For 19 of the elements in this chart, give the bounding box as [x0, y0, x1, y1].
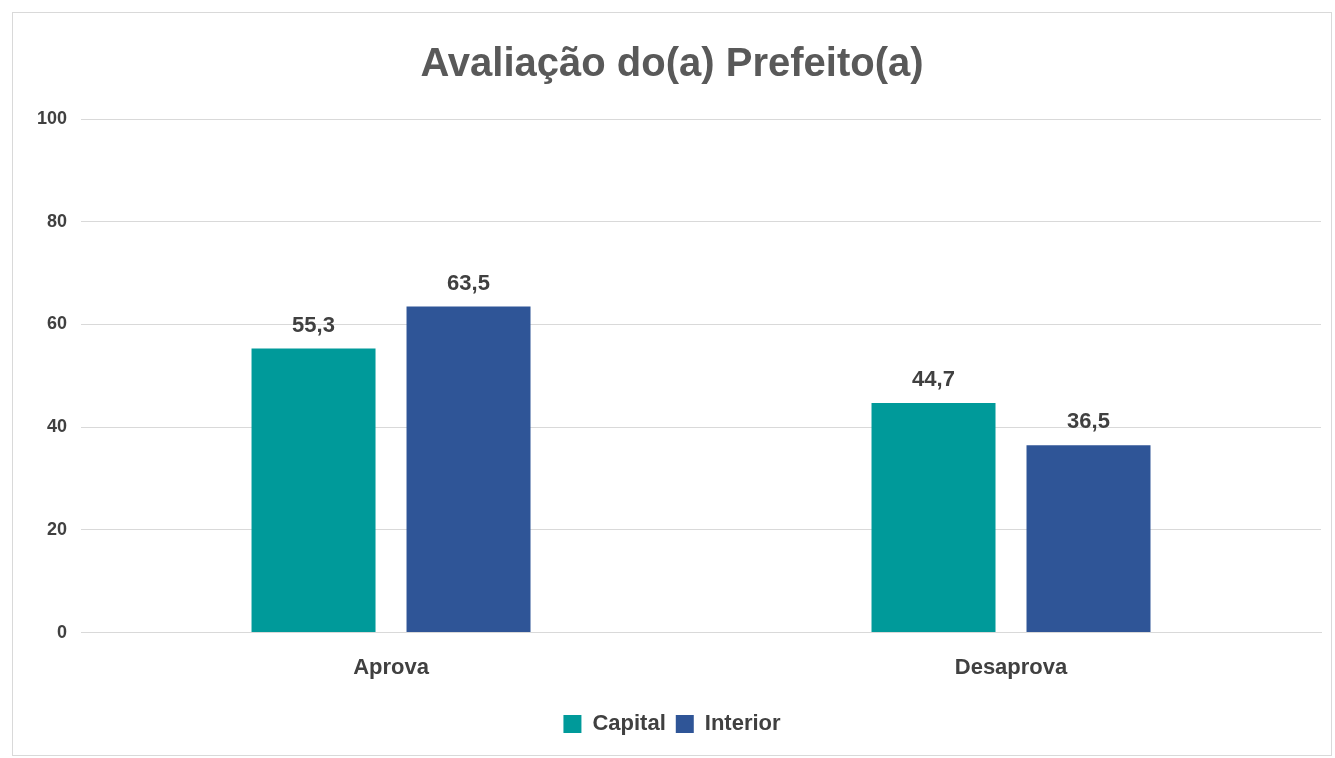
bar: [251, 348, 376, 633]
y-tick-label: 80: [47, 210, 68, 231]
bar: [406, 306, 531, 633]
data-label: 63,5: [447, 269, 490, 295]
data-label: 55,3: [292, 311, 335, 337]
y-tick-label: 20: [47, 518, 68, 539]
data-label: 36,5: [1067, 408, 1110, 434]
x-tick-label: Aprova: [353, 653, 430, 679]
bar: [1026, 445, 1151, 633]
y-tick-label: 0: [57, 621, 68, 642]
y-tick-label: 60: [47, 313, 68, 334]
legend-label: Capital: [592, 710, 666, 736]
bar: [871, 403, 996, 633]
legend-label: Interior: [704, 710, 782, 736]
data-label: 44,7: [912, 366, 955, 392]
y-tick-label: 100: [36, 107, 68, 128]
x-tick-label: Desaprova: [954, 653, 1069, 679]
chart-title: Avaliação do(a) Prefeito(a): [420, 40, 924, 85]
y-tick-label: 40: [47, 416, 68, 437]
